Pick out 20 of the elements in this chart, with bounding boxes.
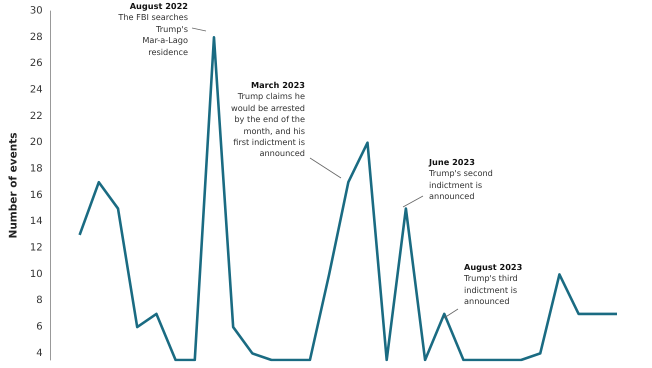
y-tick-label: 14: [30, 216, 43, 228]
line-series: [78, 36, 618, 362]
y-tick-label: 10: [30, 268, 43, 280]
y-tick-label: 26: [30, 58, 43, 70]
y-tick-label: 20: [30, 137, 43, 148]
y-tick-label: 12: [30, 242, 43, 254]
y-tick-label: 8: [36, 295, 43, 306]
y-tick-label: 18: [30, 164, 43, 175]
annotation: March 2023 Trump claims he would be arrested by the end of the month, and his first indictment is announced: [231, 80, 305, 160]
y-tick-label: 28: [30, 32, 43, 43]
y-tick-label: 16: [30, 190, 43, 201]
annotation: August 2023 Trump's third indictment is announced: [464, 262, 522, 308]
annotation: August 2022 The FBI searches Trump's Mar-a-Lago residence: [118, 1, 188, 58]
y-tick-label: 22: [30, 110, 43, 122]
y-tick-label: 30: [30, 6, 43, 16]
y-axis-title: Number of events: [8, 132, 20, 238]
y-tick-label: 4: [36, 348, 43, 359]
y-tick-label: 24: [30, 84, 43, 96]
annotation: June 2023 Trump's second indictment is announced: [429, 157, 493, 203]
y-tick-label: 6: [36, 322, 43, 333]
